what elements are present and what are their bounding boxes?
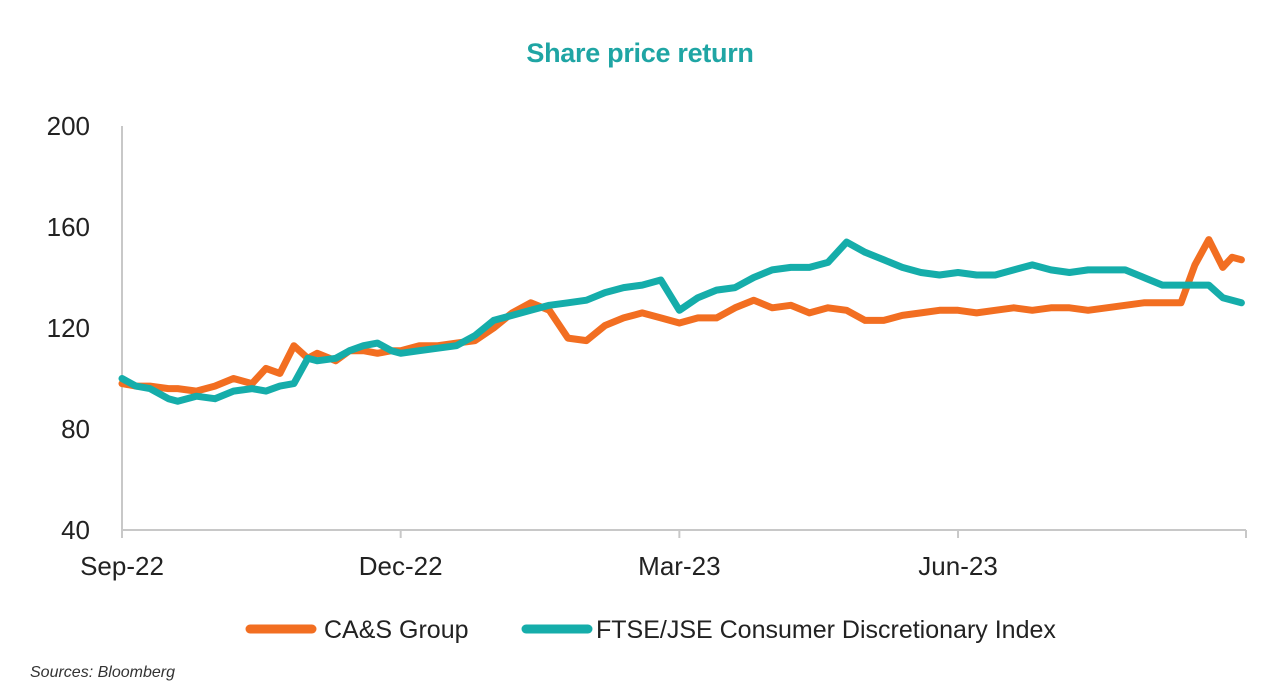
y-tick-label: 200 bbox=[47, 111, 90, 141]
series-line-cas-group bbox=[118, 236, 1245, 395]
legend-item-ftse-jse-index-label: FTSE/JSE Consumer Discretionary Index bbox=[596, 616, 1056, 644]
y-tick-label: 160 bbox=[47, 212, 90, 242]
x-tick-label: Dec-22 bbox=[359, 551, 443, 581]
y-tick-label: 80 bbox=[61, 414, 90, 444]
x-tick-label: Sep-22 bbox=[80, 551, 164, 581]
source-note: Sources: Bloomberg bbox=[30, 664, 175, 681]
chart-title: Share price return bbox=[526, 38, 754, 68]
y-tick-label: 120 bbox=[47, 313, 90, 343]
y-tick-label: 40 bbox=[61, 515, 90, 545]
legend-item-cas-group-label: CA&S Group bbox=[324, 616, 469, 644]
series-line-ftse-jse-index bbox=[118, 238, 1245, 405]
x-tick-label: Jun-23 bbox=[918, 551, 998, 581]
x-tick-label: Mar-23 bbox=[638, 551, 720, 581]
